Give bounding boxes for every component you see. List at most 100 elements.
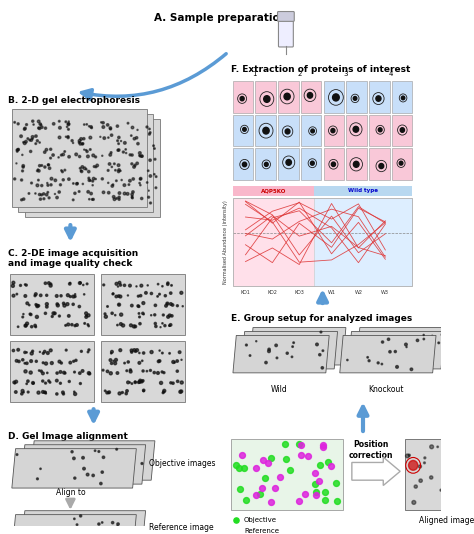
Point (114, 522, 121, 531)
Point (73, 171, 80, 179)
Point (105, 189, 112, 197)
Point (40, 194, 48, 203)
Point (29, 379, 37, 388)
Point (73, 179, 81, 188)
Point (76, 152, 83, 161)
Point (43, 300, 51, 308)
Point (20, 138, 27, 146)
Bar (405, 439, 474, 510)
Point (62, 117, 70, 126)
Point (48, 312, 56, 321)
Point (59, 187, 67, 195)
Point (124, 119, 132, 128)
Point (155, 280, 162, 288)
Point (312, 488, 319, 496)
Circle shape (409, 460, 418, 470)
Point (127, 321, 135, 329)
Point (15, 357, 23, 366)
Bar (255, 81, 276, 113)
Polygon shape (233, 335, 329, 373)
Point (133, 282, 140, 290)
Point (56, 133, 64, 142)
Point (137, 152, 145, 160)
Point (19, 310, 27, 318)
Point (130, 201, 138, 209)
Point (146, 366, 154, 375)
Point (39, 369, 46, 378)
Point (434, 443, 441, 451)
Point (164, 279, 172, 287)
Point (133, 130, 141, 139)
Point (73, 321, 81, 329)
Point (59, 388, 67, 397)
Circle shape (451, 494, 460, 504)
Point (32, 323, 39, 331)
Point (53, 369, 61, 378)
Point (118, 310, 125, 319)
Bar (10, 274, 93, 335)
Point (55, 117, 63, 125)
Point (122, 389, 130, 398)
Bar (101, 341, 185, 403)
Point (136, 359, 143, 367)
Text: Wild type: Wild type (348, 188, 378, 193)
Point (87, 122, 95, 131)
Point (130, 346, 138, 355)
Point (164, 300, 171, 308)
Point (79, 367, 86, 375)
Point (44, 179, 51, 187)
Point (129, 188, 137, 197)
Polygon shape (250, 327, 346, 365)
Point (26, 310, 34, 318)
Bar (233, 115, 254, 146)
Point (146, 125, 153, 134)
Point (87, 187, 95, 195)
Point (173, 367, 181, 375)
Point (44, 188, 52, 197)
Point (160, 388, 168, 396)
Bar (392, 81, 412, 113)
Text: 1: 1 (252, 72, 256, 77)
Bar (233, 81, 254, 113)
Point (71, 388, 78, 396)
Point (68, 136, 76, 145)
Point (47, 281, 55, 290)
Point (139, 309, 146, 318)
Point (85, 122, 93, 130)
Point (97, 132, 104, 141)
Point (24, 377, 32, 386)
Point (73, 458, 81, 466)
Point (12, 378, 20, 386)
Point (65, 377, 73, 386)
Text: 3: 3 (343, 72, 347, 77)
Point (138, 378, 146, 386)
Point (66, 184, 74, 193)
Point (63, 123, 71, 131)
Point (161, 321, 169, 330)
Point (54, 300, 61, 308)
Point (40, 190, 47, 198)
Point (156, 290, 164, 299)
Point (131, 135, 138, 143)
Point (82, 313, 90, 321)
Circle shape (401, 96, 405, 100)
Point (37, 121, 45, 129)
Point (27, 357, 35, 365)
Point (90, 155, 97, 163)
Point (256, 490, 264, 498)
Text: 2: 2 (298, 72, 302, 77)
Point (85, 199, 92, 208)
Point (136, 349, 143, 357)
Bar (301, 148, 321, 180)
Point (276, 473, 283, 481)
Point (100, 281, 108, 289)
Point (53, 376, 61, 385)
Point (81, 290, 88, 299)
Bar (324, 148, 345, 180)
Point (87, 176, 94, 185)
Point (89, 177, 97, 185)
Point (17, 281, 24, 289)
Text: 4: 4 (389, 72, 393, 77)
Point (33, 357, 40, 366)
Point (241, 464, 248, 472)
